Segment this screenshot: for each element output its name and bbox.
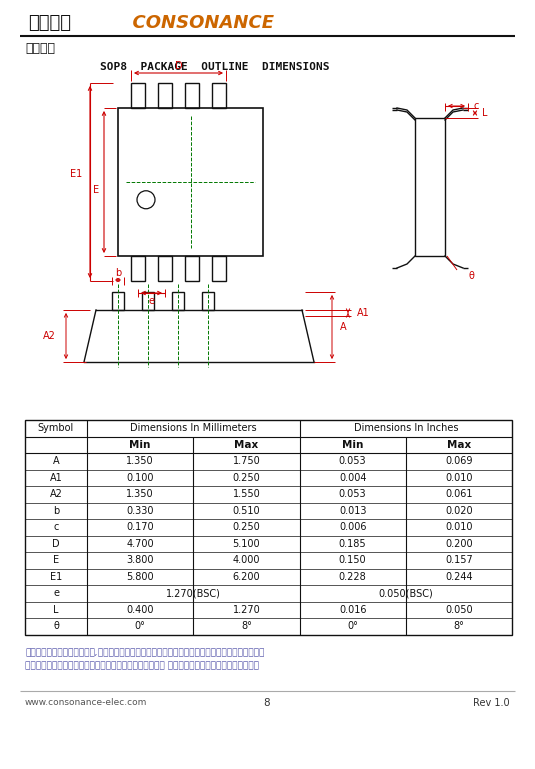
Text: 1.750: 1.750 [233, 456, 260, 466]
Text: 0.020: 0.020 [445, 506, 473, 516]
Text: www.consonance-elec.com: www.consonance-elec.com [25, 698, 147, 707]
Text: 0.006: 0.006 [339, 522, 366, 532]
Text: 0.061: 0.061 [445, 489, 472, 499]
Bar [131, 83, 145, 108]
Text: 1.270(BSC): 1.270(BSC) [166, 588, 221, 598]
Bar [202, 292, 214, 310]
Text: 0.013: 0.013 [339, 506, 366, 516]
Bar [142, 292, 154, 310]
Text: 0°: 0° [347, 621, 358, 631]
Text: c: c [54, 522, 59, 532]
Text: θ: θ [468, 271, 474, 281]
Bar [158, 83, 172, 108]
Text: E: E [53, 555, 59, 565]
Text: e: e [149, 296, 155, 306]
Bar [118, 108, 263, 256]
Text: 0.050(BSC): 0.050(BSC) [378, 588, 433, 598]
Text: SOP8  PACKAGE  OUTLINE  DIMENSIONS: SOP8 PACKAGE OUTLINE DIMENSIONS [100, 62, 330, 72]
Text: A2: A2 [43, 331, 56, 341]
Text: 1.270: 1.270 [233, 604, 260, 614]
Text: 本文中所描述的电路仅供参考,上海如韵电子有限公司对使用本文中所描述的电路不承担任何责任。上: 本文中所描述的电路仅供参考,上海如韵电子有限公司对使用本文中所描述的电路不承担任… [25, 648, 264, 657]
Text: 0.228: 0.228 [339, 571, 366, 582]
Text: Dimensions In Millimeters: Dimensions In Millimeters [130, 423, 257, 433]
Bar [212, 256, 226, 281]
Text: 0.053: 0.053 [339, 489, 366, 499]
Text: 1.350: 1.350 [126, 489, 154, 499]
Bar [131, 256, 145, 281]
Text: D: D [175, 61, 182, 71]
Text: 0.016: 0.016 [339, 604, 366, 614]
Text: 0.510: 0.510 [233, 506, 260, 516]
Text: CONSONANCE: CONSONANCE [120, 14, 274, 32]
Text: 0.250: 0.250 [233, 522, 260, 532]
Text: 海如韵电子有限公司保留对器件的设计或者器件的技术规格 书随时做出修改而不特别通知的权利。: 海如韵电子有限公司保留对器件的设计或者器件的技术规格 书随时做出修改而不特别通知… [25, 661, 259, 670]
Text: L: L [54, 604, 59, 614]
Text: 0.250: 0.250 [233, 473, 260, 483]
Text: 8: 8 [264, 697, 270, 707]
Bar [185, 256, 199, 281]
Text: 0.330: 0.330 [126, 506, 154, 516]
Text: b: b [115, 268, 121, 278]
Text: 0.185: 0.185 [339, 539, 366, 549]
Text: 0.010: 0.010 [445, 473, 472, 483]
Text: 0.200: 0.200 [445, 539, 473, 549]
Text: c: c [473, 101, 479, 111]
Bar [212, 83, 226, 108]
Text: 1.550: 1.550 [233, 489, 260, 499]
Text: 5.100: 5.100 [233, 539, 260, 549]
Text: 5.800: 5.800 [126, 571, 154, 582]
Text: 4.700: 4.700 [126, 539, 154, 549]
Text: A: A [340, 322, 347, 332]
Text: A2: A2 [50, 489, 63, 499]
Text: e: e [53, 588, 59, 598]
Text: 如韵电子: 如韵电子 [28, 14, 71, 32]
Text: 8°: 8° [454, 621, 464, 631]
Text: 0.010: 0.010 [445, 522, 472, 532]
Bar [25, 420, 512, 634]
Text: L: L [482, 108, 488, 118]
Text: 6.200: 6.200 [233, 571, 260, 582]
Bar [112, 292, 124, 310]
Bar [415, 118, 445, 256]
Text: 0.050: 0.050 [445, 604, 473, 614]
Text: 8°: 8° [241, 621, 252, 631]
Text: D: D [52, 539, 60, 549]
Bar [172, 292, 184, 310]
Text: E1: E1 [70, 169, 82, 179]
Text: 0°: 0° [135, 621, 146, 631]
Text: Symbol: Symbol [38, 423, 74, 433]
Text: 4.000: 4.000 [233, 555, 260, 565]
Text: E1: E1 [50, 571, 62, 582]
Text: 封装信息: 封装信息 [25, 42, 55, 55]
Text: 0.400: 0.400 [126, 604, 154, 614]
Text: Rev 1.0: Rev 1.0 [473, 697, 510, 707]
Text: A: A [52, 456, 59, 466]
Text: 0.053: 0.053 [339, 456, 366, 466]
Text: 0.157: 0.157 [445, 555, 473, 565]
Text: E: E [93, 185, 99, 195]
Text: 0.150: 0.150 [339, 555, 366, 565]
Text: 1.350: 1.350 [126, 456, 154, 466]
Text: A1: A1 [357, 308, 370, 318]
Text: Min: Min [129, 440, 151, 450]
Text: b: b [53, 506, 59, 516]
Text: 0.100: 0.100 [126, 473, 154, 483]
Bar [185, 83, 199, 108]
Bar [158, 256, 172, 281]
Text: 0.244: 0.244 [445, 571, 473, 582]
Text: Dimensions In Inches: Dimensions In Inches [354, 423, 458, 433]
Text: 0.069: 0.069 [445, 456, 472, 466]
Text: θ: θ [53, 621, 59, 631]
Text: 3.800: 3.800 [126, 555, 154, 565]
Text: Max: Max [234, 440, 258, 450]
Text: 0.004: 0.004 [339, 473, 366, 483]
Text: Min: Min [342, 440, 363, 450]
Text: A1: A1 [50, 473, 63, 483]
Text: 0.170: 0.170 [126, 522, 154, 532]
Text: Max: Max [447, 440, 471, 450]
